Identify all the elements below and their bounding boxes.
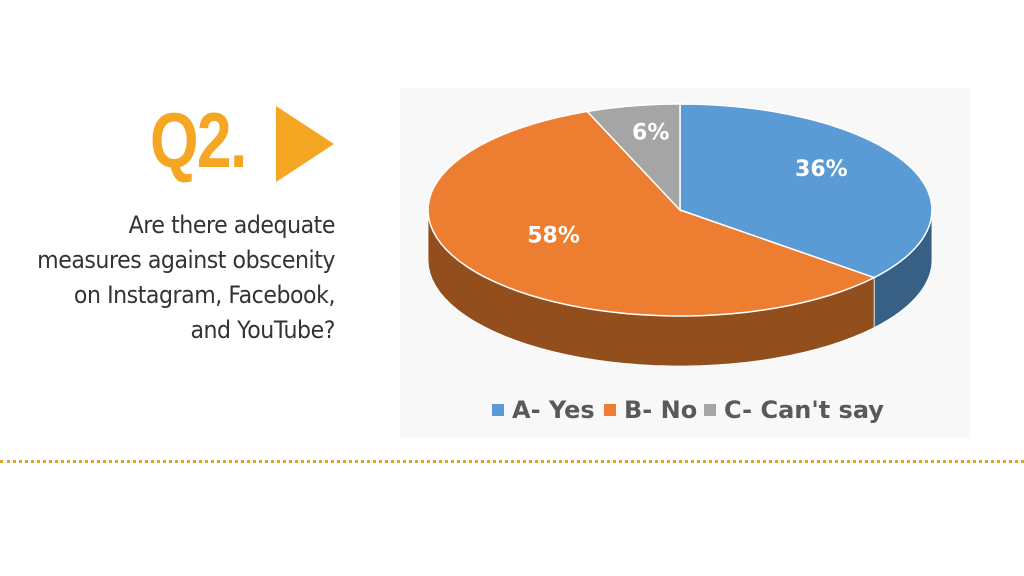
data-label: 6% bbox=[632, 120, 669, 145]
slice bbox=[427, 110, 877, 317]
legend-swatch bbox=[704, 404, 716, 416]
dotted-divider bbox=[0, 460, 1024, 463]
slice bbox=[679, 103, 933, 279]
question-number: Q2. bbox=[150, 96, 247, 184]
data-label: 58% bbox=[527, 224, 580, 249]
legend-label: A- Yes bbox=[512, 396, 595, 424]
data-label: 36% bbox=[795, 157, 848, 182]
legend-swatch bbox=[604, 404, 616, 416]
legend-label: B- No bbox=[624, 396, 697, 424]
legend-label: C- Can't say bbox=[724, 396, 884, 424]
arrow-icon bbox=[276, 106, 334, 182]
question-text: Are there adequate measures against obsc… bbox=[37, 211, 336, 344]
slice bbox=[585, 103, 681, 212]
legend-swatch bbox=[492, 404, 504, 416]
